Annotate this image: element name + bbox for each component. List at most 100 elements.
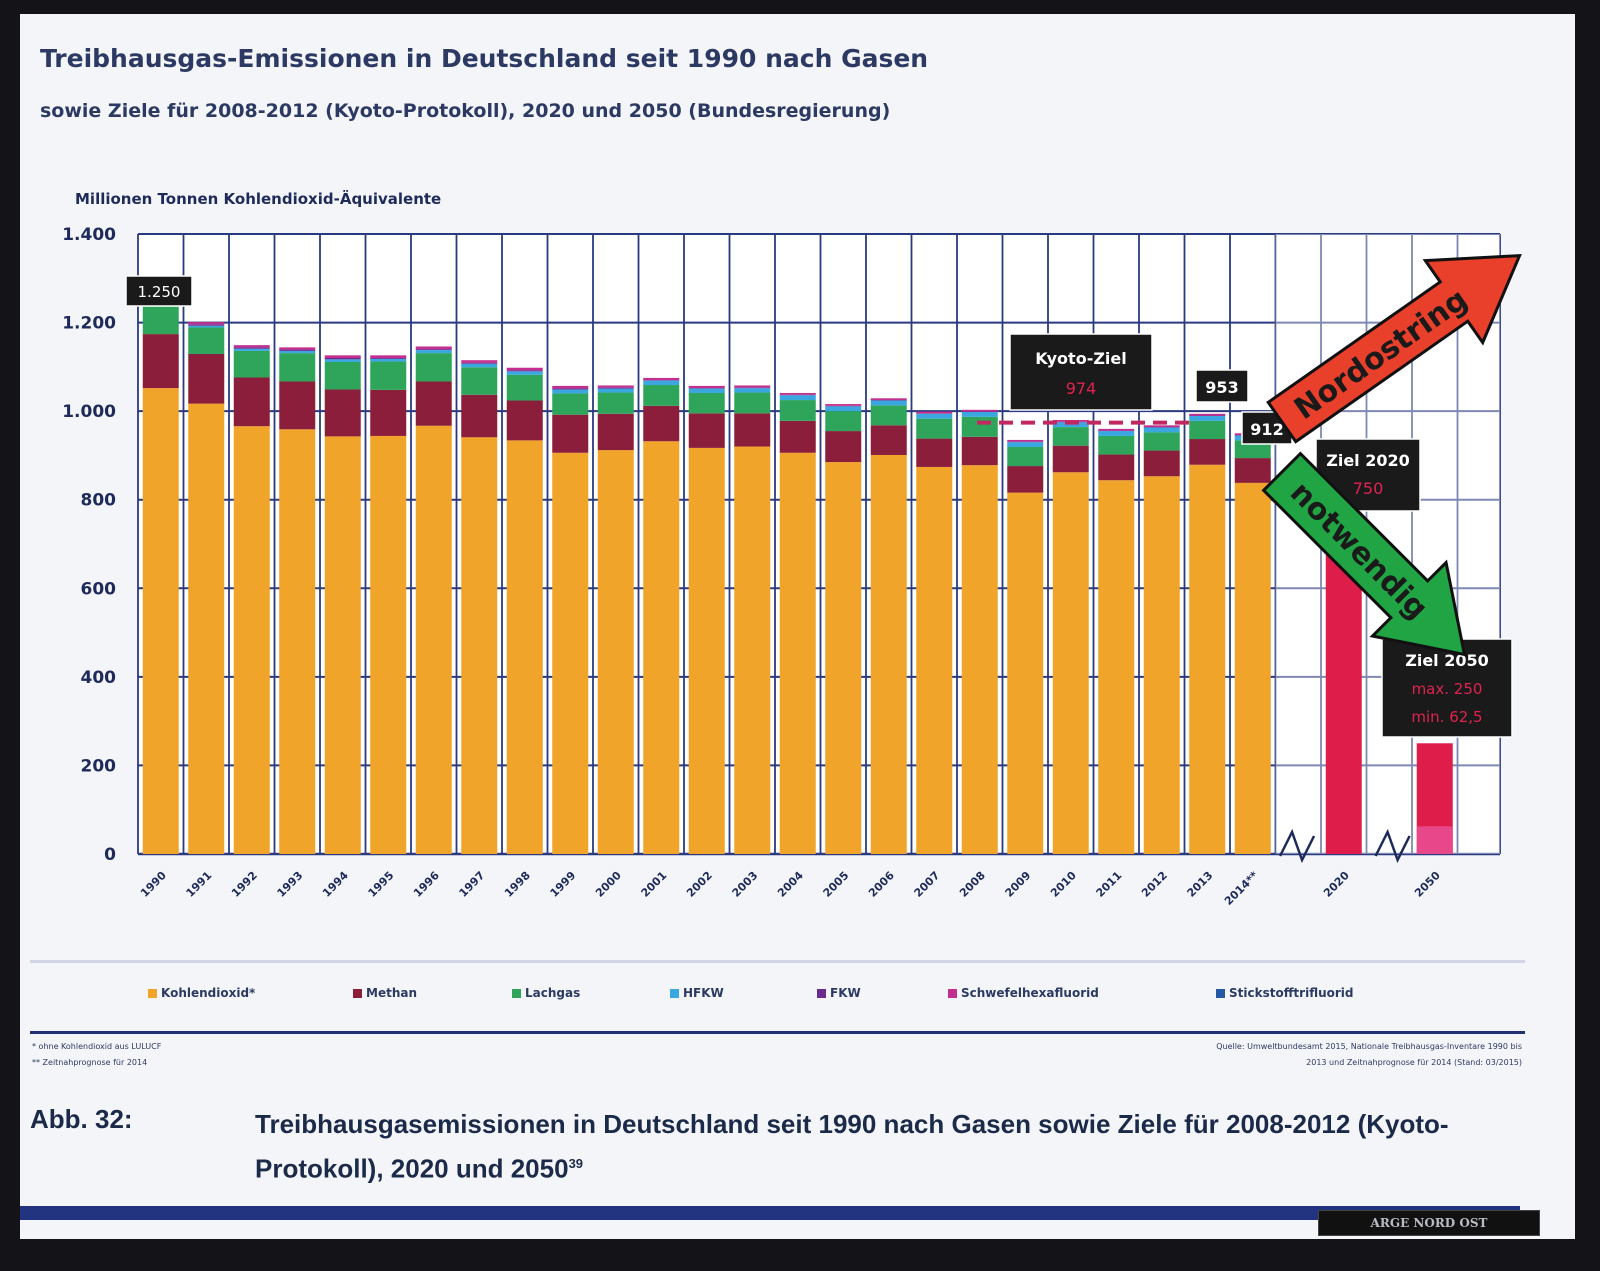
bar-segment-fkw bbox=[597, 387, 634, 389]
bar-segment-fkw bbox=[233, 347, 270, 349]
bar-segment-lachgas bbox=[1052, 427, 1089, 446]
bar-segment-kohlendioxid bbox=[1098, 480, 1135, 854]
x-tick-label: 1996 bbox=[411, 869, 442, 900]
x-tick-label: 2001 bbox=[639, 869, 670, 900]
bar-segment-kohlendioxid bbox=[597, 450, 634, 854]
bar-segment-schwefelhexafluorid bbox=[506, 367, 543, 371]
bar-segment-fkw bbox=[188, 324, 225, 326]
source-line-2: 2013 und Zeitnahprognose für 2014 (Stand… bbox=[1306, 1058, 1522, 1067]
label-ziel2050-max: max. 250 bbox=[1412, 680, 1483, 698]
bar-segment-lachgas bbox=[825, 411, 862, 432]
bar-segment-kohlendioxid bbox=[734, 446, 771, 854]
bar-segment-schwefelhexafluorid bbox=[961, 409, 998, 412]
bar-segment-hfkw bbox=[1143, 427, 1180, 433]
legend-label: Lachgas bbox=[525, 986, 581, 1000]
chart-title: Treibhausgas-Emissionen in Deutschland s… bbox=[40, 44, 929, 73]
legend-item: Stickstofftrifluorid bbox=[1216, 986, 1354, 1000]
bar-segment-lachgas bbox=[961, 416, 998, 437]
bar-segment-schwefelhexafluorid bbox=[279, 347, 316, 350]
bar-segment-hfkw bbox=[370, 358, 407, 362]
bar-segment-lachgas bbox=[233, 350, 270, 378]
bar-segment-hfkw bbox=[688, 388, 725, 393]
bar-segment-kohlendioxid bbox=[779, 452, 816, 854]
legend-item: Kohlendioxid* bbox=[148, 986, 255, 1000]
bar-segment-schwefelhexafluorid bbox=[1098, 428, 1135, 431]
bar-segment-methan bbox=[233, 377, 270, 427]
bar-segment-kohlendioxid bbox=[1189, 464, 1226, 854]
x-tick-label: 2020 bbox=[1321, 869, 1352, 900]
bar-segment-lachgas bbox=[643, 385, 680, 406]
bar-segment-methan bbox=[552, 414, 589, 453]
x-tick-label: 2004 bbox=[775, 869, 806, 900]
bar-segment-hfkw bbox=[552, 389, 589, 394]
x-tick-label: 1995 bbox=[366, 869, 397, 900]
legend-swatch bbox=[148, 989, 157, 998]
bar-segment-hfkw bbox=[643, 380, 680, 386]
bar-segment-hfkw bbox=[188, 325, 225, 328]
bar-segment-schwefelhexafluorid bbox=[461, 360, 498, 363]
x-tick-label: 2012 bbox=[1139, 869, 1170, 900]
bar-segment-kohlendioxid bbox=[233, 426, 270, 854]
label-box-kyoto bbox=[1009, 333, 1153, 411]
bar-segment-lachgas bbox=[779, 400, 816, 421]
arrow-nordostring-shape bbox=[1266, 254, 1522, 444]
legend-item: Methan bbox=[353, 986, 417, 1000]
label-2014: 912 bbox=[1250, 420, 1283, 439]
caption-body: Treibhausgasemissionen in Deutschland se… bbox=[255, 1109, 1449, 1184]
bar-segment-schwefelhexafluorid bbox=[552, 385, 589, 389]
legend-swatch bbox=[948, 989, 957, 998]
bar-segment-lachgas bbox=[597, 392, 634, 414]
footer-bar bbox=[20, 1206, 1520, 1220]
bar-segment-hfkw bbox=[870, 400, 907, 406]
bar-segment-schwefelhexafluorid bbox=[324, 355, 361, 358]
x-tick-label: 2005 bbox=[821, 869, 852, 900]
bar-segment-fkw bbox=[461, 362, 498, 364]
label-box-1990 bbox=[125, 275, 193, 307]
bar-segment-fkw bbox=[324, 358, 361, 360]
legend-swatch bbox=[670, 989, 679, 998]
bar-segment-lachgas bbox=[1098, 435, 1135, 455]
bar-segment-hfkw bbox=[961, 412, 998, 417]
label-box-ziel2050 bbox=[1381, 638, 1513, 738]
legend-swatch bbox=[1216, 989, 1225, 998]
bar-segment-hfkw bbox=[324, 359, 361, 362]
bar-segment-lachgas bbox=[324, 361, 361, 390]
bar-segment-hfkw bbox=[461, 363, 498, 368]
y-tick-label: 1.200 bbox=[62, 314, 116, 334]
bar-segment-kohlendioxid bbox=[643, 441, 680, 854]
y-axis-label: Millionen Tonnen Kohlendioxid-Äquivalent… bbox=[75, 189, 441, 208]
bar-segment-kohlendioxid bbox=[188, 403, 225, 854]
label-ziel2050-min: min. 62,5 bbox=[1411, 708, 1482, 726]
label-ziel2050-title: Ziel 2050 bbox=[1405, 651, 1489, 670]
y-tick-label: 800 bbox=[81, 491, 117, 511]
axis-break bbox=[1278, 828, 1316, 864]
bar-segment-methan bbox=[825, 431, 862, 463]
label-2013: 953 bbox=[1205, 378, 1238, 397]
label-ziel2020-title: Ziel 2020 bbox=[1326, 451, 1410, 470]
caption-label: Abb. 32: bbox=[30, 1104, 133, 1134]
bar-segment-lachgas bbox=[188, 327, 225, 355]
legend-label: Kohlendioxid* bbox=[161, 986, 256, 1000]
bar-segment-hfkw bbox=[825, 406, 862, 412]
bar-segment-lachgas bbox=[1007, 447, 1044, 467]
x-tick-label: 2010 bbox=[1048, 869, 1079, 900]
caption-text: Treibhausgasemissionen in Deutschland se… bbox=[255, 1104, 1505, 1189]
bar-segment-kohlendioxid bbox=[825, 462, 862, 854]
bar-segment-lachgas bbox=[506, 374, 543, 401]
x-tick-label: 2006 bbox=[866, 869, 897, 900]
x-tick-label: 1997 bbox=[457, 869, 488, 900]
bar-segment-hfkw bbox=[597, 388, 634, 393]
bar-segment-lachgas bbox=[415, 353, 452, 382]
legend-label: Schwefelhexafluorid bbox=[961, 986, 1099, 1000]
chart-subtitle: sowie Ziele für 2008-2012 (Kyoto-Protoko… bbox=[40, 100, 891, 122]
x-tick-label: 1992 bbox=[229, 869, 260, 900]
bar-segment-methan bbox=[324, 389, 361, 437]
bar-segment-schwefelhexafluorid bbox=[1007, 439, 1044, 442]
x-tick-label: 2050 bbox=[1412, 869, 1443, 900]
bar-segment-schwefelhexafluorid bbox=[1189, 413, 1226, 416]
bar-segment-methan bbox=[779, 420, 816, 453]
legend-swatch bbox=[817, 989, 826, 998]
x-tick-label: 1994 bbox=[320, 869, 351, 900]
arge-logo: ARGE NORD OST bbox=[1318, 1210, 1540, 1236]
bar-segment-methan bbox=[1007, 466, 1044, 493]
